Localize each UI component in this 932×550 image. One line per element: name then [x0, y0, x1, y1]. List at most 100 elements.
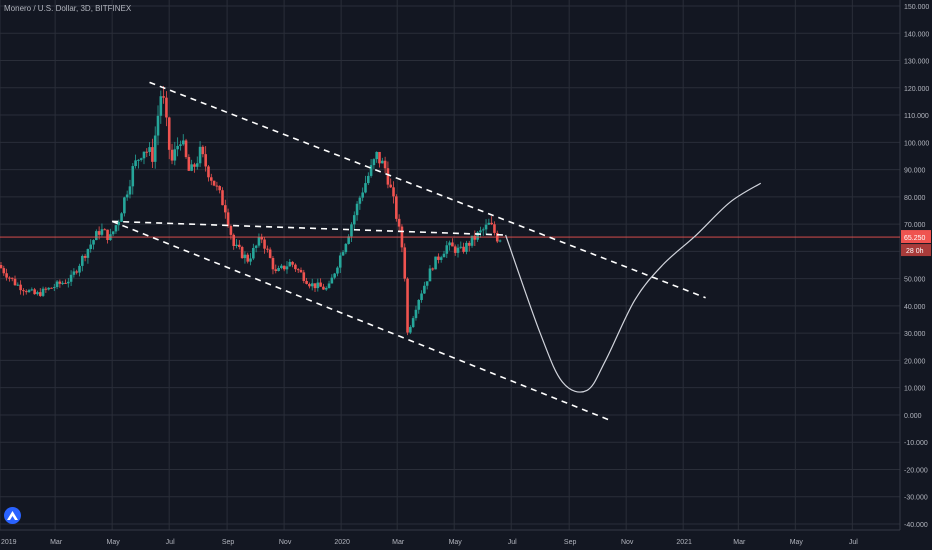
candle-body — [55, 281, 59, 288]
candle-body — [69, 274, 73, 282]
y-tick-label: 120.000 — [904, 86, 929, 93]
candle-body — [134, 160, 137, 167]
candle-body — [274, 269, 278, 272]
candle-body — [366, 175, 370, 184]
candle-body — [271, 257, 275, 270]
candle-body — [341, 252, 345, 256]
candle-body — [81, 255, 84, 266]
candle-body — [100, 229, 104, 235]
candle-body — [223, 205, 227, 213]
y-tick-label: 140.000 — [904, 31, 929, 38]
candle-body — [397, 218, 401, 227]
y-tick-label: 20.000 — [904, 358, 926, 365]
candle-body — [451, 242, 454, 247]
candle-body — [417, 299, 421, 310]
last-price-value: 65.250 — [904, 235, 926, 242]
candle-body — [8, 277, 11, 279]
candle-body — [204, 154, 207, 167]
x-tick-label: May — [449, 539, 463, 546]
countdown-label-box — [901, 244, 931, 257]
candle-body — [310, 283, 314, 287]
candle-body — [369, 165, 373, 176]
x-tick-label: Nov — [621, 539, 634, 546]
candle-body — [215, 185, 219, 187]
candle-body — [24, 291, 28, 293]
y-tick-label: 10.000 — [904, 386, 926, 393]
candle-body — [106, 229, 109, 241]
candle-body — [355, 203, 359, 216]
y-tick-label: 50.000 — [904, 277, 926, 284]
tradingview-logo-icon[interactable] — [4, 507, 21, 524]
candle-body — [344, 243, 348, 253]
x-tick-label: 2020 — [334, 539, 350, 546]
candle-body — [319, 282, 322, 287]
candle-body — [246, 254, 250, 262]
candle-body — [153, 135, 157, 162]
candle-body — [78, 265, 81, 273]
candle-body — [170, 149, 174, 161]
candle-body — [459, 246, 463, 248]
candle-body — [229, 225, 233, 235]
candle-body — [52, 287, 56, 289]
candle-body — [198, 146, 202, 164]
candle-body — [395, 196, 398, 219]
candle-body — [16, 284, 20, 286]
candle-body — [207, 166, 210, 178]
candle-body — [61, 282, 64, 284]
candle-body — [282, 265, 286, 270]
candle-body — [305, 280, 308, 284]
candle-body — [66, 281, 70, 284]
candle-body — [299, 269, 303, 273]
candle-body — [409, 327, 412, 333]
candle-body — [41, 288, 45, 296]
candle-body — [156, 115, 160, 136]
candle-body — [221, 190, 224, 206]
candle-body — [403, 247, 407, 279]
channel-lower-trendline[interactable] — [111, 220, 611, 422]
candle-body — [111, 231, 115, 235]
candle-body — [490, 222, 493, 225]
candle-body — [420, 293, 423, 300]
candle-body — [33, 289, 36, 295]
projection-curve[interactable] — [505, 182, 762, 393]
candle-body — [13, 278, 17, 286]
candle-body — [386, 168, 390, 185]
candle-body — [181, 140, 185, 145]
candle-body — [352, 215, 356, 225]
candle-body — [439, 257, 443, 260]
candle-body — [212, 180, 216, 186]
candle-body — [479, 230, 482, 233]
candle-body — [176, 145, 179, 150]
candle-body — [327, 283, 331, 288]
candle-body — [375, 151, 379, 160]
candle-body — [218, 186, 221, 191]
candle-body — [243, 254, 247, 259]
candle-body — [235, 244, 238, 246]
channel-upper-trendline[interactable] — [149, 81, 706, 299]
candle-body — [378, 151, 381, 164]
candle-body — [294, 264, 297, 270]
candle-body — [89, 244, 93, 250]
y-tick-label: 80.000 — [904, 195, 926, 202]
y-tick-label: -40.000 — [904, 522, 928, 529]
candle-body — [139, 158, 143, 160]
candle-body — [487, 222, 491, 225]
candle-body — [97, 231, 101, 235]
candle-body — [442, 253, 446, 258]
candle-body — [179, 144, 182, 146]
candle-body — [103, 229, 107, 231]
x-tick-label: May — [107, 539, 121, 546]
candle-body — [296, 269, 300, 271]
candle-body — [0, 265, 3, 269]
x-tick-label: Sep — [564, 539, 577, 546]
candle-body — [184, 140, 188, 158]
y-tick-label: 100.000 — [904, 140, 929, 147]
candle-body — [22, 290, 25, 292]
x-tick-label: Jul — [849, 539, 858, 546]
candle-body — [330, 277, 334, 284]
candle-body — [47, 287, 50, 290]
candle-body — [493, 224, 496, 233]
candle-body — [123, 197, 126, 214]
